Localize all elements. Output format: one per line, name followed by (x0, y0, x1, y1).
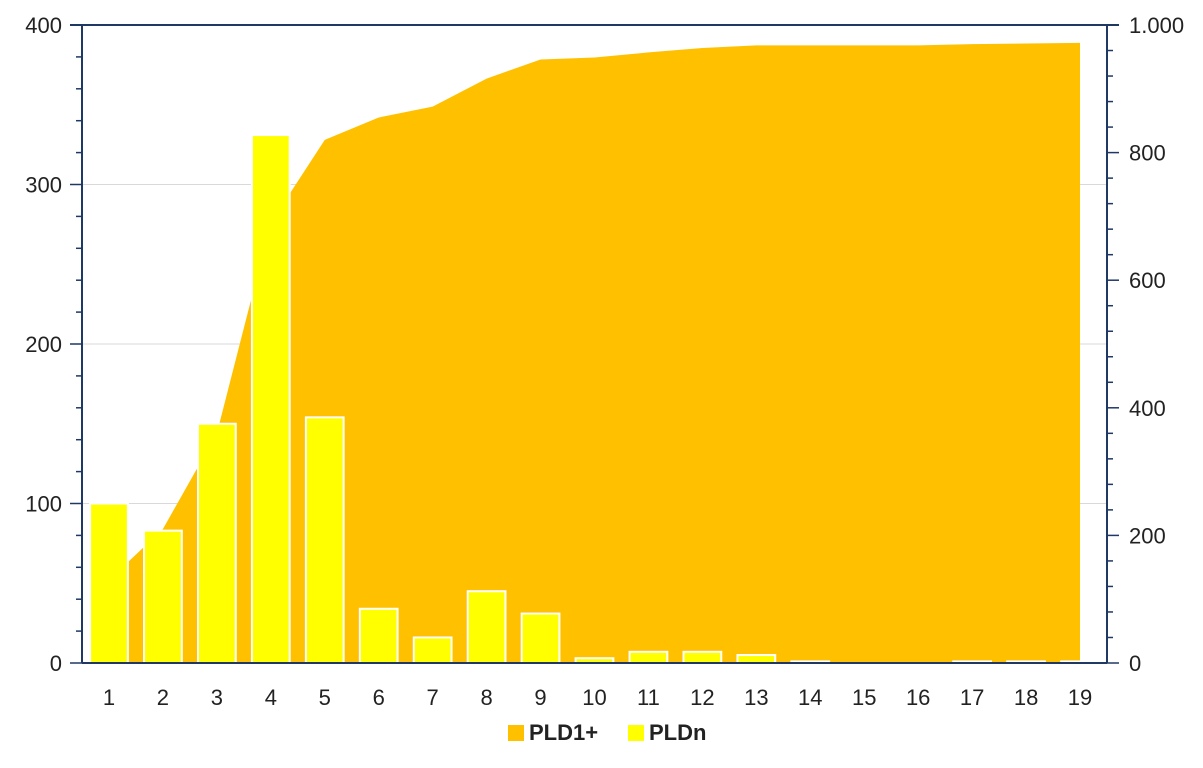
legend-swatch (628, 725, 644, 741)
legend-label: PLDn (649, 720, 706, 745)
x-tick-label: 10 (582, 685, 606, 710)
bar (520, 612, 561, 664)
x-tick-label: 9 (534, 685, 546, 710)
bar (358, 607, 399, 665)
legend: PLD1+ PLDn (508, 720, 706, 745)
x-tick-label: 16 (906, 685, 930, 710)
bar (412, 636, 453, 664)
legend-label: PLD1+ (529, 720, 598, 745)
axes (70, 24, 1119, 664)
y-right-tick-label: 800 (1129, 141, 1166, 166)
y-right-tick-label: 400 (1129, 396, 1166, 421)
x-tick-label: 1 (103, 685, 115, 710)
y-left-tick-label: 200 (25, 332, 62, 357)
x-tick-label: 17 (960, 685, 984, 710)
x-tick-label: 7 (427, 685, 439, 710)
y-right-tick-label: 200 (1129, 523, 1166, 548)
legend-swatch (508, 725, 524, 741)
x-tick-label: 5 (319, 685, 331, 710)
x-tick-label: 2 (157, 685, 169, 710)
x-tick-label: 13 (744, 685, 768, 710)
y-right-tick-label: 0 (1129, 651, 1141, 676)
bar (628, 650, 669, 665)
bar (466, 590, 507, 664)
x-tick-label: 8 (480, 685, 492, 710)
x-tick-label: 4 (265, 685, 277, 710)
bar (89, 502, 129, 664)
y-right-tick-label: 600 (1129, 268, 1166, 293)
bar (682, 650, 723, 665)
x-tick-label: 3 (211, 685, 223, 710)
x-tick-label: 19 (1068, 685, 1092, 710)
y-left-tick-label: 400 (25, 13, 62, 38)
y-left-tick-label: 0 (50, 651, 62, 676)
bar (250, 134, 291, 664)
bar (736, 654, 777, 665)
x-tick-label: 15 (852, 685, 876, 710)
y-right-tick-label: 1.000 (1129, 13, 1184, 38)
y-left-tick-label: 100 (25, 492, 62, 517)
bar (304, 416, 345, 664)
bar (196, 422, 237, 664)
x-tick-label: 14 (798, 685, 822, 710)
x-tick-label: 6 (373, 685, 385, 710)
y-left-tick-label: 300 (25, 173, 62, 198)
bar (143, 529, 183, 664)
x-tick-label: 12 (690, 685, 714, 710)
area-series-pld1plus (108, 42, 1081, 663)
x-tick-label: 11 (637, 685, 660, 710)
x-tick-label: 18 (1014, 685, 1038, 710)
